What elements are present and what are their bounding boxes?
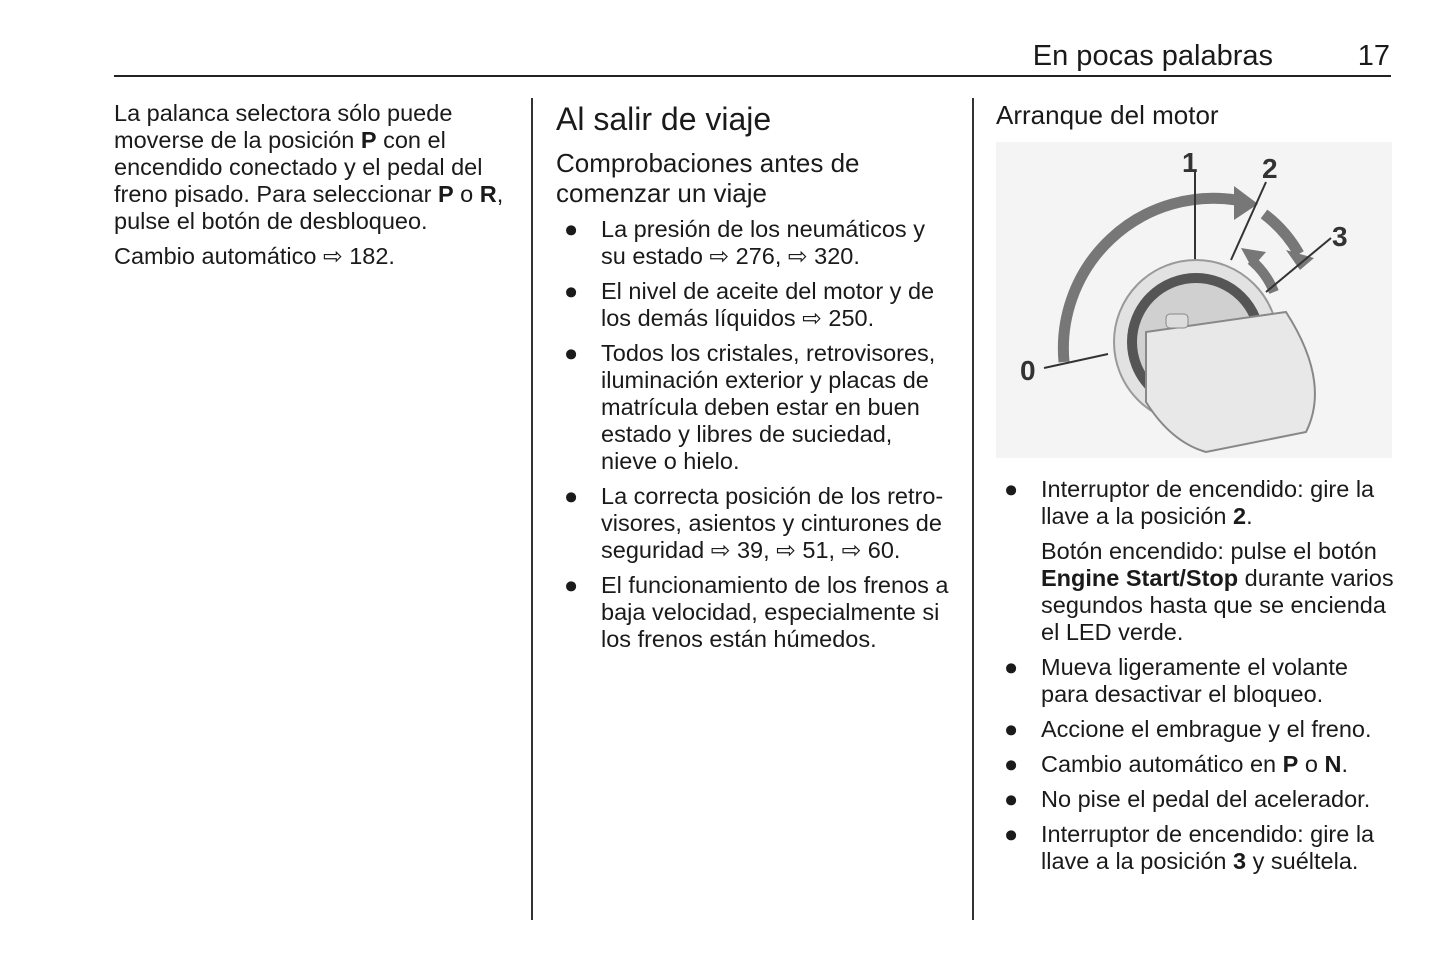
- paragraph: El funcionamiento de los frenos a baja v…: [601, 572, 954, 653]
- text-run: Accione el embrague y el freno.: [1041, 716, 1372, 742]
- ignition-diagram: 1 2 3 0: [1020, 147, 1348, 454]
- arrowhead: [1234, 186, 1258, 220]
- text-run: , pulse el botón de desbloqueo.: [114, 181, 504, 234]
- text-run: Mueva ligeramente el volante para desact…: [1041, 654, 1348, 707]
- paragraph: Accione el embrague y el freno.: [1041, 716, 1394, 743]
- bullet-item: ● La correcta posición de los retro-visor…: [556, 483, 954, 564]
- bullet-icon: ●: [564, 572, 579, 598]
- text-run: durante varios segundos hasta que se enc…: [1041, 565, 1394, 645]
- text-run: Botón encendido: pulse el botón: [1041, 538, 1377, 564]
- bullet-icon: ●: [564, 216, 579, 242]
- section-heading: Al salir de viaje: [556, 101, 772, 137]
- start-procedure-list: ● Interruptor de encendido: gire la llave…: [996, 476, 1394, 875]
- paragraph: Todos los cristales, retrovisores, ilumi…: [601, 340, 954, 475]
- bold-term: 3: [1233, 848, 1247, 874]
- bullet-icon: ●: [1004, 786, 1019, 812]
- bullet-item: ● Mueva ligeramente el volante para desac…: [996, 654, 1394, 708]
- bold-term: P: [1282, 751, 1299, 777]
- text-run: Interruptor de encendido: gire la llave …: [1041, 476, 1375, 529]
- header-rule: [114, 75, 1391, 77]
- section-heading-start: Arranque del motor: [996, 100, 1219, 130]
- text-run: La correcta posición de los retro-visore…: [601, 483, 944, 563]
- bold-term: Engine Start/Stop: [1041, 565, 1239, 591]
- paragraph: La presión de los neumáticos y su estado…: [601, 216, 954, 270]
- bold-term: P: [437, 181, 454, 207]
- label-position-2: 2: [1262, 153, 1278, 184]
- bullet-item: ● Interruptor de encendido: gire la llave…: [996, 476, 1394, 646]
- bullet-item: ● El nivel de aceite del motor y de los d…: [556, 278, 954, 332]
- rotation-arrow: [1057, 192, 1237, 363]
- running-header-title: En pocas palabras: [1032, 40, 1273, 72]
- page-number: 17: [1357, 40, 1390, 72]
- bold-term: P: [360, 127, 377, 153]
- label-position-1: 1: [1182, 147, 1198, 178]
- bold-term: N: [1324, 751, 1342, 777]
- text-run: La presión de los neumáticos y su estado…: [601, 216, 925, 269]
- label-position-0: 0: [1020, 355, 1036, 386]
- column-divider: [531, 98, 533, 920]
- text-run: con el encendido conectado y el pedal de…: [114, 127, 483, 207]
- key-fob: [1145, 310, 1316, 454]
- paragraph: Interruptor de encendido: gire la llave …: [1041, 476, 1394, 530]
- ignition-key-illustration: 1 2 3 0: [996, 142, 1392, 458]
- bullet-item: ● Accione el embrague y el freno.: [996, 716, 1394, 743]
- text-run: El funcionamiento de los frenos a baja v…: [601, 572, 949, 652]
- text-run: o: [1298, 751, 1325, 777]
- bullet-icon: ●: [1004, 476, 1019, 502]
- checklist: ● La presión de los neumáticos y su estad…: [556, 216, 954, 653]
- paragraph: Mueva ligeramente el volante para desact…: [1041, 654, 1394, 708]
- column-2: Al salir de viaje Comprobaciones antes d…: [556, 100, 954, 661]
- text-run: .: [1246, 503, 1253, 529]
- arrowhead: [1286, 250, 1314, 270]
- bullet-icon: ●: [1004, 751, 1019, 777]
- bullet-icon: ●: [564, 483, 579, 509]
- col1-text: La palanca selectora sólo puede moverse …: [114, 100, 514, 270]
- paragraph: Cambio automático en P o N.: [1041, 751, 1394, 778]
- paragraph: Interruptor de encendido: gire la llave …: [1041, 821, 1394, 875]
- paragraph: La palanca selectora sólo puede moverse …: [114, 100, 514, 235]
- bullet-item: ● El funcionamiento de los frenos a baja …: [556, 572, 954, 653]
- bullet-icon: ●: [1004, 716, 1019, 742]
- paragraph: No pise el pedal del acelerador.: [1041, 786, 1394, 813]
- text-run: o: [453, 181, 480, 207]
- text-run: El nivel de aceite del motor y de los de…: [601, 278, 935, 331]
- text-run: Cambio automático en: [1041, 751, 1283, 777]
- label-position-3: 3: [1332, 221, 1348, 252]
- paragraph: Botón encendido: pulse el botón Engine S…: [1041, 538, 1394, 646]
- bullet-item: ● No pise el pedal del acelerador.: [996, 786, 1394, 813]
- start-arrow: [1260, 209, 1304, 257]
- bullet-icon: ●: [1004, 821, 1019, 847]
- bullet-item: ● Interruptor de encendido: gire la llave…: [996, 821, 1394, 875]
- text-run: .: [1341, 751, 1348, 777]
- paragraph: Cambio automático ⇨ 182.: [114, 243, 514, 270]
- text-run: Cambio automático ⇨ 182.: [114, 243, 395, 269]
- bold-term: 2: [1233, 503, 1247, 529]
- bold-term: R: [479, 181, 497, 207]
- bullet-icon: ●: [564, 278, 579, 304]
- bullet-icon: ●: [564, 340, 579, 366]
- bullet-item: ● La presión de los neumáticos y su estad…: [556, 216, 954, 270]
- column-divider: [972, 98, 974, 920]
- text-run: La palanca selectora sólo puede moverse …: [114, 100, 453, 153]
- bullet-icon: ●: [1004, 654, 1019, 680]
- arrowhead: [1241, 248, 1266, 268]
- column-3: Arranque del motor 1 2 3 0 ● Interruptor …: [996, 100, 1394, 883]
- bullet-item: ● Todos los cristales, retrovisores, ilum…: [556, 340, 954, 475]
- text-run: No pise el pedal del acelerador.: [1041, 786, 1371, 812]
- text-run: y suéltela.: [1246, 848, 1359, 874]
- bullet-item: ● Cambio automático en P o N.: [996, 751, 1394, 778]
- paragraph: La correcta posición de los retro-visore…: [601, 483, 954, 564]
- text-run: Interruptor de encendido: gire la llave …: [1041, 821, 1375, 874]
- text-run: Todos los cristales, retrovisores, ilumi…: [601, 340, 936, 474]
- paragraph: El nivel de aceite del motor y de los de…: [601, 278, 954, 332]
- column-1: La palanca selectora sólo puede moverse …: [114, 100, 514, 278]
- subsection-heading: Comprobaciones antes de comenzar un viaj…: [556, 148, 860, 208]
